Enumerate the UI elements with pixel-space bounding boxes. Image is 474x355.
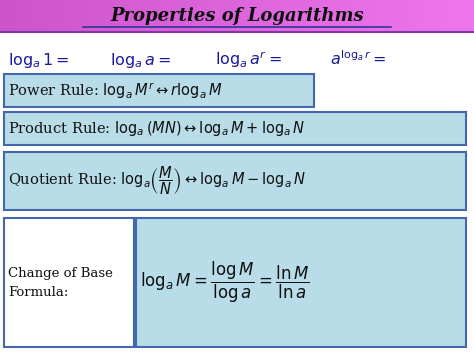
Bar	[158, 0, 167, 32]
Bar	[387, 0, 396, 32]
FancyBboxPatch shape	[4, 152, 466, 210]
Bar	[190, 0, 199, 32]
Text: $\log_a M = \dfrac{\log M}{\log a} = \dfrac{\ln M}{\ln a}$: $\log_a M = \dfrac{\log M}{\log a} = \df…	[140, 260, 310, 305]
FancyBboxPatch shape	[4, 218, 134, 347]
Bar	[292, 0, 301, 32]
Bar	[8, 0, 17, 32]
Bar	[245, 0, 254, 32]
Bar	[24, 0, 33, 32]
Text: Product Rule: $\log_a(MN) \leftrightarrow \log_a M + \log_a N$: Product Rule: $\log_a(MN) \leftrightarro…	[8, 119, 305, 138]
Text: Quotient Rule: $\log_a\!\left(\dfrac{M}{N}\right) \leftrightarrow \log_a M - \lo: Quotient Rule: $\log_a\!\left(\dfrac{M}{…	[8, 165, 306, 197]
Bar	[16, 0, 25, 32]
Bar	[356, 0, 365, 32]
Bar	[419, 0, 428, 32]
Text: Properties of Logarithms: Properties of Logarithms	[110, 7, 364, 25]
Bar	[134, 0, 143, 32]
Bar	[253, 0, 262, 32]
Bar	[110, 0, 119, 32]
Bar	[32, 0, 40, 32]
Bar	[442, 0, 451, 32]
Bar	[324, 0, 333, 32]
Bar	[142, 0, 151, 32]
Bar	[371, 0, 380, 32]
Bar	[0, 0, 9, 32]
Text: Change of Base
Formula:: Change of Base Formula:	[8, 267, 113, 299]
FancyBboxPatch shape	[136, 218, 466, 347]
Bar	[71, 0, 80, 32]
Bar	[300, 0, 309, 32]
Bar	[364, 0, 372, 32]
Text: $\log_a a^r =$: $\log_a a^r =$	[215, 50, 282, 70]
Bar	[411, 0, 419, 32]
Bar	[276, 0, 285, 32]
Bar	[450, 0, 459, 32]
Bar	[205, 0, 214, 32]
Bar	[347, 0, 356, 32]
Text: Power Rule: $\log_a M^r \leftrightarrow r\log_a M$: Power Rule: $\log_a M^r \leftrightarrow …	[8, 80, 222, 101]
Bar	[395, 0, 404, 32]
Bar	[87, 0, 96, 32]
Bar	[340, 0, 348, 32]
Bar	[221, 0, 230, 32]
Bar	[198, 0, 206, 32]
Bar	[427, 0, 436, 32]
Bar	[39, 0, 48, 32]
Bar	[103, 0, 111, 32]
Bar	[237, 0, 246, 32]
Bar	[118, 0, 128, 32]
Bar	[284, 0, 293, 32]
Text: $\log_a a =$: $\log_a a =$	[110, 50, 171, 70]
Bar	[182, 0, 191, 32]
Bar	[213, 0, 222, 32]
Bar	[379, 0, 388, 32]
Bar	[458, 0, 467, 32]
Bar	[174, 0, 182, 32]
Bar	[466, 0, 474, 32]
FancyBboxPatch shape	[4, 112, 466, 145]
Bar	[79, 0, 88, 32]
Bar	[308, 0, 317, 32]
FancyBboxPatch shape	[4, 74, 314, 107]
Bar	[403, 0, 412, 32]
Bar	[332, 0, 341, 32]
Bar	[166, 0, 175, 32]
Bar	[435, 0, 443, 32]
Bar	[127, 0, 135, 32]
Bar	[63, 0, 72, 32]
Bar	[47, 0, 56, 32]
Text: $a^{\log_a r} =$: $a^{\log_a r} =$	[330, 51, 387, 69]
Bar	[55, 0, 64, 32]
Bar	[261, 0, 270, 32]
Text: $\log_a 1 =$: $\log_a 1 =$	[8, 50, 70, 70]
Bar	[229, 0, 238, 32]
Bar	[150, 0, 159, 32]
Bar	[269, 0, 277, 32]
Bar	[316, 0, 325, 32]
Bar	[95, 0, 104, 32]
